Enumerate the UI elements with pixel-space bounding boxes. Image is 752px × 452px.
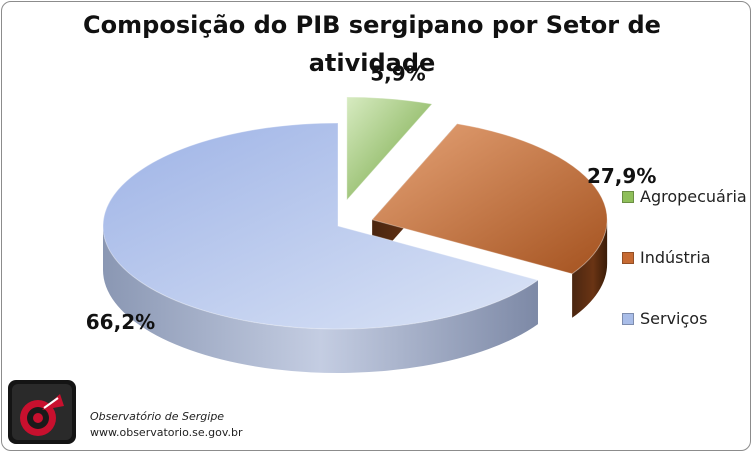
footer-org: Observatório de Sergipe xyxy=(90,410,225,423)
legend-item-industria: Indústria xyxy=(622,227,747,288)
chart-title: Composição do PIB sergipano por Setor de… xyxy=(83,11,661,77)
legend-swatch xyxy=(622,190,634,203)
slice-servicos-side xyxy=(102,226,538,374)
legend-label: Indústria xyxy=(640,248,711,267)
slice-industria-side xyxy=(572,219,608,318)
legend-item-servicos: Serviços xyxy=(622,288,747,349)
chart-legend: Agropecuária Indústria Serviços xyxy=(622,166,747,349)
footer-credit: Observatório de Sergipe www.observatorio… xyxy=(90,409,242,441)
legend-item-agropecuaria: Agropecuária xyxy=(622,166,747,227)
slice-servicos xyxy=(102,122,540,330)
legend-swatch xyxy=(622,312,634,325)
observatorio-logo-icon xyxy=(8,380,76,444)
data-label: 5,9% xyxy=(370,62,425,86)
legend-label: Serviços xyxy=(640,309,708,328)
legend-swatch xyxy=(622,251,634,264)
legend-label: Agropecuária xyxy=(640,187,747,206)
footer-url: www.observatorio.se.gov.br xyxy=(90,426,243,439)
slice-industria xyxy=(371,123,608,275)
slice-agropecuaria xyxy=(346,96,433,202)
data-label: 27,9% xyxy=(587,164,656,188)
data-label: 66,2% xyxy=(86,310,155,334)
